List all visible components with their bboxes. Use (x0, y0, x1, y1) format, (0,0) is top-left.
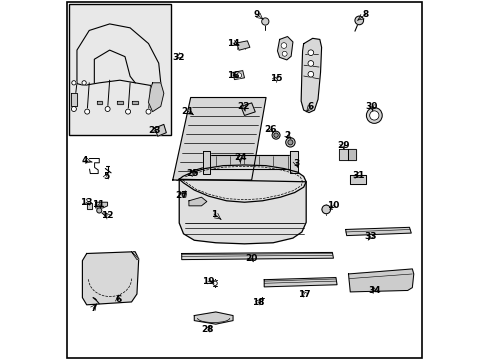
Text: 24: 24 (233, 153, 246, 162)
Circle shape (366, 108, 382, 123)
Circle shape (71, 107, 76, 112)
Circle shape (354, 16, 363, 25)
Text: 12: 12 (101, 211, 114, 220)
Text: 8: 8 (362, 10, 368, 19)
Circle shape (307, 50, 313, 55)
Text: 26: 26 (264, 125, 276, 134)
Polygon shape (131, 252, 139, 260)
Text: 1: 1 (210, 210, 217, 219)
Polygon shape (96, 101, 102, 104)
Text: 31: 31 (351, 171, 364, 180)
Polygon shape (148, 83, 163, 112)
Circle shape (282, 51, 286, 56)
Text: 11: 11 (92, 200, 104, 209)
Circle shape (72, 81, 76, 85)
Circle shape (321, 205, 330, 214)
Polygon shape (233, 71, 244, 80)
Polygon shape (179, 179, 305, 244)
Text: 18: 18 (251, 298, 264, 307)
Polygon shape (338, 149, 347, 159)
Circle shape (307, 60, 313, 66)
Polygon shape (155, 125, 166, 136)
Text: 13: 13 (80, 198, 92, 207)
Circle shape (82, 81, 86, 85)
Polygon shape (348, 269, 413, 292)
Polygon shape (290, 150, 297, 173)
Text: 16: 16 (226, 71, 239, 80)
Polygon shape (71, 93, 77, 106)
Text: 22: 22 (237, 102, 249, 111)
Polygon shape (96, 202, 107, 208)
Circle shape (261, 18, 268, 25)
Polygon shape (117, 101, 122, 104)
Text: 5: 5 (103, 172, 109, 181)
Text: 27: 27 (175, 190, 188, 199)
Polygon shape (241, 103, 255, 116)
Text: 32: 32 (172, 53, 184, 62)
Text: 25: 25 (186, 169, 198, 178)
Text: 21: 21 (181, 107, 194, 116)
Text: 4: 4 (81, 156, 88, 165)
Circle shape (285, 138, 294, 147)
Polygon shape (277, 37, 292, 60)
Circle shape (369, 111, 378, 120)
Text: 9: 9 (253, 10, 260, 19)
Circle shape (146, 109, 151, 114)
Polygon shape (172, 98, 265, 180)
Text: 33: 33 (364, 232, 376, 241)
Polygon shape (182, 252, 333, 260)
Text: 20: 20 (244, 254, 257, 263)
Circle shape (97, 208, 102, 213)
Circle shape (281, 42, 286, 48)
Text: 19: 19 (201, 276, 214, 285)
Text: 10: 10 (326, 201, 339, 210)
Text: 17: 17 (298, 289, 310, 298)
Circle shape (307, 71, 313, 77)
Circle shape (236, 73, 241, 78)
Text: 6: 6 (115, 294, 121, 303)
Circle shape (84, 109, 89, 114)
Text: 30: 30 (365, 102, 377, 111)
Polygon shape (182, 194, 186, 197)
Polygon shape (82, 252, 139, 305)
Text: 3: 3 (293, 159, 299, 168)
Polygon shape (301, 39, 321, 113)
Polygon shape (86, 203, 92, 209)
Polygon shape (264, 278, 336, 287)
Polygon shape (204, 155, 294, 169)
Polygon shape (347, 149, 355, 159)
Text: 29: 29 (336, 141, 349, 150)
Polygon shape (236, 41, 249, 50)
Text: 23: 23 (147, 126, 160, 135)
Circle shape (212, 281, 217, 285)
Polygon shape (188, 197, 206, 206)
Bar (69, 4, 171, 135)
Polygon shape (194, 312, 233, 324)
Circle shape (125, 109, 130, 114)
Polygon shape (179, 165, 305, 202)
Circle shape (271, 131, 280, 139)
Circle shape (105, 107, 110, 112)
Polygon shape (349, 175, 365, 184)
Polygon shape (132, 101, 138, 104)
Text: 7: 7 (90, 304, 96, 313)
Text: 2: 2 (284, 131, 290, 140)
Polygon shape (345, 227, 410, 235)
Text: 15: 15 (269, 75, 282, 84)
Circle shape (273, 133, 278, 137)
Text: 6: 6 (307, 102, 313, 111)
Text: 14: 14 (226, 39, 239, 48)
Polygon shape (203, 150, 210, 174)
Text: 34: 34 (367, 286, 380, 295)
Text: 28: 28 (201, 325, 214, 334)
Circle shape (287, 140, 292, 145)
